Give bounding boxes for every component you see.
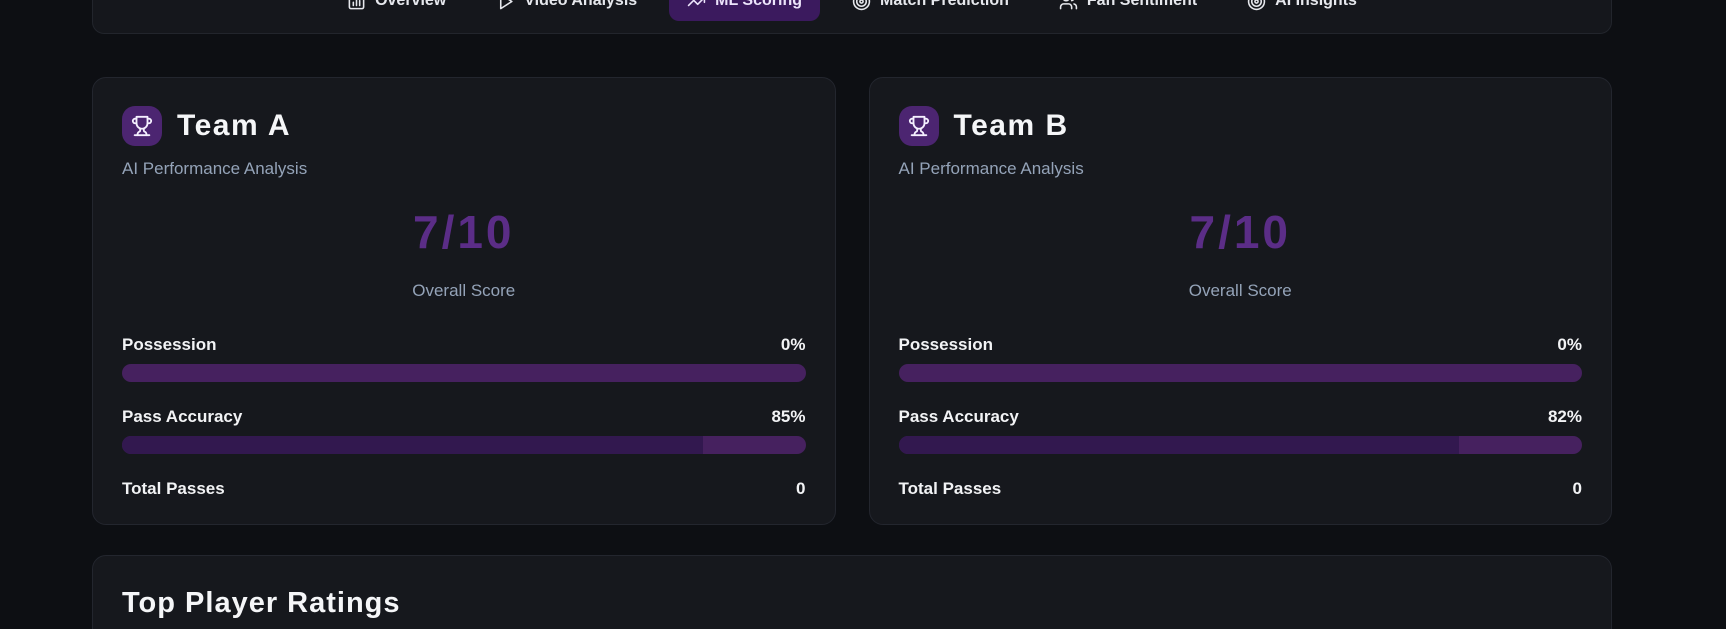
team-b-metrics: Possession 0% Pass Accuracy 82% Total [898, 335, 1583, 499]
tab-ai-insights[interactable]: AI Insights [1229, 0, 1375, 21]
pass-accuracy-bar-fill [122, 436, 703, 454]
team-b-card: Team B AI Performance Analysis 7/10 Over… [868, 77, 1612, 525]
possession-bar [122, 364, 806, 382]
total-passes-label: Total Passes [122, 479, 225, 498]
team-a-overall-score: 7/10 [412, 206, 515, 258]
possession-label: Possession [122, 335, 217, 354]
tab-label: Overview [375, 0, 447, 9]
team-a-header: Team A [122, 106, 806, 146]
target-icon [1247, 0, 1266, 10]
tab-label: Video Analysis [524, 0, 638, 9]
team-b-possession-metric: Possession 0% [898, 335, 1582, 382]
target-icon [852, 0, 871, 10]
tab-video-analysis[interactable]: Video Analysis [478, 0, 655, 21]
team-a-possession-metric: Possession 0% [122, 335, 806, 382]
pass-accuracy-bar-fill [898, 436, 1459, 454]
tab-label: ML Scoring [715, 0, 802, 9]
pass-accuracy-label: Pass Accuracy [898, 407, 1019, 426]
team-b-score-label: Overall Score [1188, 281, 1292, 300]
trophy-badge [898, 106, 939, 146]
team-a-card: Team A AI Performance Analysis 7/10 Over… [92, 77, 836, 525]
tab-label: AI Insights [1275, 0, 1357, 9]
tab-overview[interactable]: Overview [329, 0, 464, 21]
team-b-name: Team B [953, 109, 1069, 142]
top-player-ratings-title: Top Player Ratings [122, 587, 401, 619]
possession-label: Possession [898, 335, 994, 354]
team-b-header: Team B [898, 106, 1583, 146]
possession-bar [898, 364, 1582, 382]
trophy-badge [122, 106, 162, 146]
pass-accuracy-label: Pass Accuracy [122, 407, 243, 426]
possession-value: 0% [1557, 335, 1582, 354]
tab-bar: Overview Video Analysis ML Scoring Match… [92, 0, 1612, 34]
team-a-name: Team A [177, 109, 292, 142]
top-player-ratings-card: Top Player Ratings [92, 555, 1612, 629]
total-passes-value: 0 [1572, 479, 1582, 498]
team-a-metrics: Possession 0% Pass Accuracy 85% Total [122, 335, 806, 499]
play-icon [500, 0, 513, 9]
trophy-icon [131, 115, 153, 137]
tab-ml-scoring[interactable]: ML Scoring [669, 0, 820, 21]
team-b-subtitle: AI Performance Analysis [898, 159, 1084, 178]
team-a-pass-accuracy-metric: Pass Accuracy 85% [122, 407, 806, 454]
possession-value: 0% [780, 335, 806, 354]
team-a-score-block: 7/10 Overall Score [122, 205, 806, 301]
team-b-total-passes-metric: Total Passes 0 [899, 479, 1583, 499]
tab-match-prediction[interactable]: Match Prediction [834, 0, 1027, 21]
tab-fan-sentiment[interactable]: Fan Sentiment [1041, 0, 1215, 21]
team-a-subtitle: AI Performance Analysis [122, 159, 308, 178]
trophy-icon [908, 115, 929, 137]
tab-label: Fan Sentiment [1086, 0, 1198, 9]
team-b-pass-accuracy-metric: Pass Accuracy 82% [898, 407, 1582, 454]
pass-accuracy-value: 85% [771, 407, 806, 426]
trending-up-icon [687, 0, 706, 6]
pass-accuracy-value: 82% [1547, 407, 1582, 426]
pass-accuracy-bar [898, 436, 1582, 454]
team-a-score-label: Overall Score [412, 281, 516, 300]
total-passes-value: 0 [796, 479, 806, 498]
team-cards-row: Team A AI Performance Analysis 7/10 Over… [92, 77, 1612, 525]
team-b-overall-score: 7/10 [1189, 206, 1292, 258]
team-b-score-block: 7/10 Overall Score [899, 205, 1583, 301]
pass-accuracy-bar [122, 436, 806, 454]
total-passes-label: Total Passes [898, 479, 1002, 498]
users-icon [1059, 0, 1078, 9]
team-a-total-passes-metric: Total Passes 0 [122, 479, 806, 499]
tab-label: Match Prediction [880, 0, 1009, 9]
bar-chart-icon [348, 0, 365, 9]
